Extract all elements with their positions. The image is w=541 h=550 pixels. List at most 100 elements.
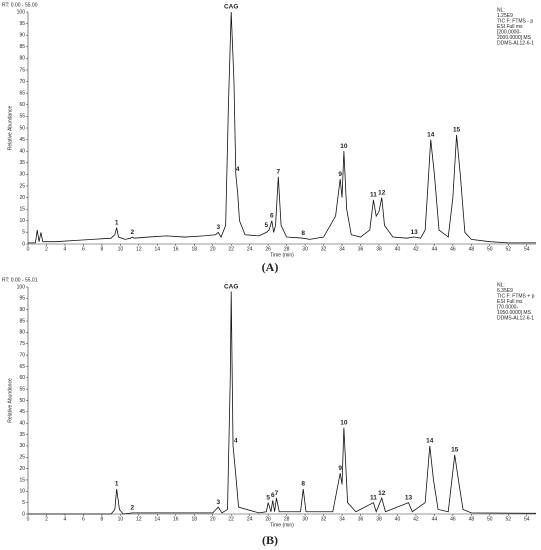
y-tick-label: 5 bbox=[22, 500, 25, 506]
y-tick-label: 55 bbox=[19, 114, 25, 120]
y-tick-label: 90 bbox=[19, 307, 25, 313]
info-line: TIC F: FTMS + p bbox=[497, 293, 535, 299]
info-line: DDMS-AL12-6-1 bbox=[497, 40, 534, 46]
x-tick-label: 24 bbox=[247, 246, 253, 252]
peak-label: 12 bbox=[378, 490, 386, 497]
x-tick-label: 28 bbox=[284, 516, 290, 522]
x-tick-label: 2 bbox=[45, 516, 48, 522]
x-tick-label: 18 bbox=[191, 246, 197, 252]
x-tick-label: 16 bbox=[173, 246, 179, 252]
x-tick-label: 54 bbox=[524, 246, 530, 252]
peak-label: 11 bbox=[370, 192, 377, 199]
info-line: NL: bbox=[497, 282, 505, 288]
x-tick-label: 48 bbox=[469, 246, 475, 252]
y-tick-label: 30 bbox=[19, 172, 25, 178]
x-tick-label: 20 bbox=[210, 516, 216, 522]
peak-label: 2 bbox=[131, 229, 135, 236]
info-line: 2000.0000] MS bbox=[497, 35, 532, 41]
peak-label: 3 bbox=[216, 499, 220, 506]
y-tick-label: 40 bbox=[19, 421, 25, 427]
info-line: ESI Full ms bbox=[497, 299, 523, 305]
x-tick-label: 22 bbox=[228, 246, 234, 252]
y-tick-label: 40 bbox=[19, 149, 25, 155]
x-tick-label: 50 bbox=[487, 246, 493, 252]
x-tick-label: 8 bbox=[101, 516, 104, 522]
peak-label: 1 bbox=[115, 481, 119, 488]
peak-label: 14 bbox=[427, 131, 435, 138]
x-tick-label: 44 bbox=[432, 516, 438, 522]
x-tick-label: 10 bbox=[118, 516, 124, 522]
info-line: 1050.0000] MS bbox=[497, 310, 532, 316]
x-tick-label: 46 bbox=[450, 516, 456, 522]
peak-label: 7 bbox=[275, 490, 279, 497]
y-tick-label: 90 bbox=[19, 33, 25, 39]
y-tick-label: 100 bbox=[17, 9, 26, 15]
x-tick-label: 50 bbox=[487, 516, 493, 522]
x-tick-label: 26 bbox=[265, 516, 271, 522]
peak-label: 1 bbox=[115, 219, 119, 226]
x-tick-label: 42 bbox=[413, 516, 419, 522]
x-tick-label: 32 bbox=[321, 246, 327, 252]
peak-label: 15 bbox=[451, 447, 459, 454]
range-label: RT: 0.00 - 55.00 bbox=[2, 2, 38, 8]
y-tick-label: 0 bbox=[22, 241, 25, 247]
info-line: DDMS-AL12-6-1 bbox=[497, 315, 534, 321]
x-tick-label: 32 bbox=[321, 516, 327, 522]
x-tick-label: 42 bbox=[413, 246, 419, 252]
peak-label: 4 bbox=[234, 438, 238, 445]
x-tick-label: 36 bbox=[358, 516, 364, 522]
x-tick-label: 20 bbox=[210, 246, 216, 252]
peak-label: 13 bbox=[405, 494, 413, 501]
x-tick-label: 34 bbox=[339, 246, 345, 252]
y-tick-label: 50 bbox=[19, 398, 25, 404]
x-axis-label: Time (min) bbox=[270, 252, 294, 258]
x-tick-label: 4 bbox=[64, 516, 67, 522]
x-tick-label: 54 bbox=[524, 516, 530, 522]
peak-label: 9 bbox=[338, 465, 342, 472]
y-tick-label: 85 bbox=[19, 44, 25, 50]
y-tick-label: 20 bbox=[19, 195, 25, 201]
x-tick-label: 52 bbox=[506, 246, 512, 252]
peak-label: 12 bbox=[378, 189, 386, 196]
peak-label: 10 bbox=[340, 143, 348, 150]
y-tick-label: 15 bbox=[19, 207, 25, 213]
x-tick-label: 30 bbox=[302, 516, 308, 522]
peak-label: 3 bbox=[216, 224, 220, 231]
x-tick-label: 10 bbox=[118, 246, 124, 252]
y-tick-label: 95 bbox=[19, 21, 25, 27]
y-tick-label: 100 bbox=[17, 284, 26, 290]
x-tick-label: 24 bbox=[247, 516, 253, 522]
peak-label: 9 bbox=[338, 171, 342, 178]
peak-label: 5 bbox=[264, 222, 268, 229]
peak-label: 15 bbox=[453, 127, 461, 134]
x-tick-label: 26 bbox=[265, 246, 271, 252]
x-tick-label: 12 bbox=[136, 516, 142, 522]
peak-label: 8 bbox=[301, 481, 305, 488]
x-tick-label: 16 bbox=[173, 516, 179, 522]
y-tick-label: 75 bbox=[19, 67, 25, 73]
x-tick-label: 52 bbox=[506, 516, 512, 522]
y-tick-label: 35 bbox=[19, 160, 25, 166]
x-tick-label: 48 bbox=[469, 516, 475, 522]
y-tick-label: 65 bbox=[19, 364, 25, 370]
peak-label: CAG bbox=[224, 283, 238, 290]
peak-label: 10 bbox=[340, 419, 348, 426]
peak-label: 14 bbox=[426, 438, 434, 445]
y-axis-label: Relative Abundance bbox=[7, 106, 13, 151]
y-tick-label: 0 bbox=[22, 511, 25, 517]
peak-label: 8 bbox=[301, 230, 305, 237]
peak-label: CAG bbox=[224, 4, 238, 11]
peak-label: 13 bbox=[410, 229, 418, 236]
y-tick-label: 70 bbox=[19, 352, 25, 358]
x-tick-label: 22 bbox=[228, 516, 234, 522]
y-tick-label: 65 bbox=[19, 91, 25, 97]
x-tick-label: 0 bbox=[27, 246, 30, 252]
info-line: 1.25E9 bbox=[497, 13, 513, 19]
x-tick-label: 4 bbox=[64, 246, 67, 252]
peak-label: 5 bbox=[266, 494, 270, 501]
x-tick-label: 14 bbox=[155, 246, 161, 252]
x-tick-label: 6 bbox=[82, 516, 85, 522]
trace bbox=[28, 11, 536, 244]
